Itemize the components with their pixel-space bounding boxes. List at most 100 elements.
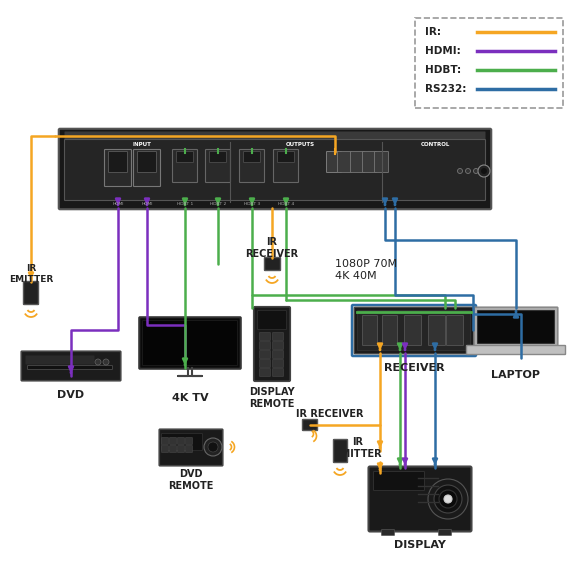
Circle shape [103,359,109,365]
FancyBboxPatch shape [260,351,271,358]
Circle shape [457,169,463,173]
Text: HDBT 4: HDBT 4 [278,202,294,206]
FancyBboxPatch shape [334,439,347,463]
Text: OUTPUTS: OUTPUTS [286,142,314,147]
FancyBboxPatch shape [374,151,388,172]
FancyBboxPatch shape [272,369,283,377]
FancyBboxPatch shape [272,359,283,367]
FancyBboxPatch shape [362,151,377,172]
FancyBboxPatch shape [260,369,271,377]
Text: HDMI: HDMI [112,202,124,206]
Text: IR
EMITTER: IR EMITTER [334,437,382,459]
FancyBboxPatch shape [260,359,271,367]
FancyBboxPatch shape [429,316,445,346]
Text: HDBT:: HDBT: [425,65,461,75]
Circle shape [208,442,218,452]
Text: HDMI: HDMI [141,202,153,206]
FancyBboxPatch shape [138,151,157,172]
Circle shape [428,479,468,519]
FancyBboxPatch shape [264,257,281,271]
FancyBboxPatch shape [362,316,377,346]
FancyBboxPatch shape [161,434,203,450]
FancyBboxPatch shape [206,150,230,183]
FancyBboxPatch shape [139,317,241,369]
FancyBboxPatch shape [260,332,271,340]
Text: IR
EMITTER: IR EMITTER [9,264,53,284]
Circle shape [465,169,471,173]
FancyBboxPatch shape [272,351,283,358]
Circle shape [481,168,487,174]
Text: DVD: DVD [58,390,85,400]
FancyBboxPatch shape [104,150,131,187]
FancyBboxPatch shape [302,419,317,430]
FancyBboxPatch shape [244,151,260,162]
Text: IR RECEIVER: IR RECEIVER [296,409,364,419]
FancyBboxPatch shape [338,151,351,172]
FancyBboxPatch shape [161,438,169,445]
FancyBboxPatch shape [159,429,223,466]
FancyBboxPatch shape [240,150,264,183]
Circle shape [444,495,452,503]
FancyBboxPatch shape [478,310,555,343]
FancyBboxPatch shape [172,150,198,183]
FancyBboxPatch shape [59,129,491,209]
FancyBboxPatch shape [260,342,271,350]
Text: HDBT 1: HDBT 1 [177,202,193,206]
FancyBboxPatch shape [327,151,342,172]
Text: HDBT 2: HDBT 2 [210,202,226,206]
FancyBboxPatch shape [351,151,365,172]
Text: 4K TV: 4K TV [172,393,209,403]
FancyBboxPatch shape [169,438,176,445]
FancyBboxPatch shape [373,472,425,491]
FancyBboxPatch shape [24,282,39,305]
FancyBboxPatch shape [210,151,226,162]
FancyBboxPatch shape [185,438,192,445]
FancyBboxPatch shape [272,332,283,340]
FancyBboxPatch shape [278,151,294,162]
FancyBboxPatch shape [142,320,237,366]
FancyBboxPatch shape [474,307,558,347]
FancyBboxPatch shape [28,366,112,369]
Circle shape [434,485,462,513]
FancyBboxPatch shape [369,467,472,532]
FancyBboxPatch shape [65,139,486,200]
Circle shape [95,359,101,365]
Text: IR:: IR: [425,27,441,37]
Text: DISPLAY
REMOTE: DISPLAY REMOTE [249,387,295,409]
FancyBboxPatch shape [169,445,176,453]
Text: DISPLAY: DISPLAY [394,540,446,550]
FancyBboxPatch shape [438,529,452,536]
Bar [415,18,563,108]
Circle shape [439,490,457,508]
FancyBboxPatch shape [404,316,422,346]
Text: 1080P 70M
4K 40M: 1080P 70M 4K 40M [335,259,397,281]
Text: HDBT 3: HDBT 3 [244,202,260,206]
Text: IR
RECEIVER: IR RECEIVER [245,237,298,259]
FancyBboxPatch shape [354,307,473,354]
FancyBboxPatch shape [21,351,121,381]
FancyBboxPatch shape [446,316,464,346]
FancyBboxPatch shape [161,445,169,453]
Circle shape [204,438,222,456]
Text: HDMI:: HDMI: [425,46,461,56]
Circle shape [478,165,490,177]
FancyBboxPatch shape [185,445,192,453]
FancyBboxPatch shape [25,355,94,365]
FancyBboxPatch shape [272,342,283,350]
Text: INPUT: INPUT [132,142,151,147]
FancyBboxPatch shape [134,150,161,187]
FancyBboxPatch shape [467,346,566,354]
Text: DVD
REMOTE: DVD REMOTE [168,469,214,491]
FancyBboxPatch shape [254,307,290,381]
Text: RECEIVER: RECEIVER [384,363,444,373]
Text: CONTROL: CONTROL [420,142,450,147]
Text: LAPTOP: LAPTOP [491,370,540,380]
FancyBboxPatch shape [177,438,184,445]
FancyBboxPatch shape [382,316,397,346]
FancyBboxPatch shape [177,445,184,453]
FancyBboxPatch shape [65,131,486,139]
FancyBboxPatch shape [257,310,286,329]
Circle shape [473,169,479,173]
Text: RS232:: RS232: [425,84,467,94]
FancyBboxPatch shape [108,151,127,172]
